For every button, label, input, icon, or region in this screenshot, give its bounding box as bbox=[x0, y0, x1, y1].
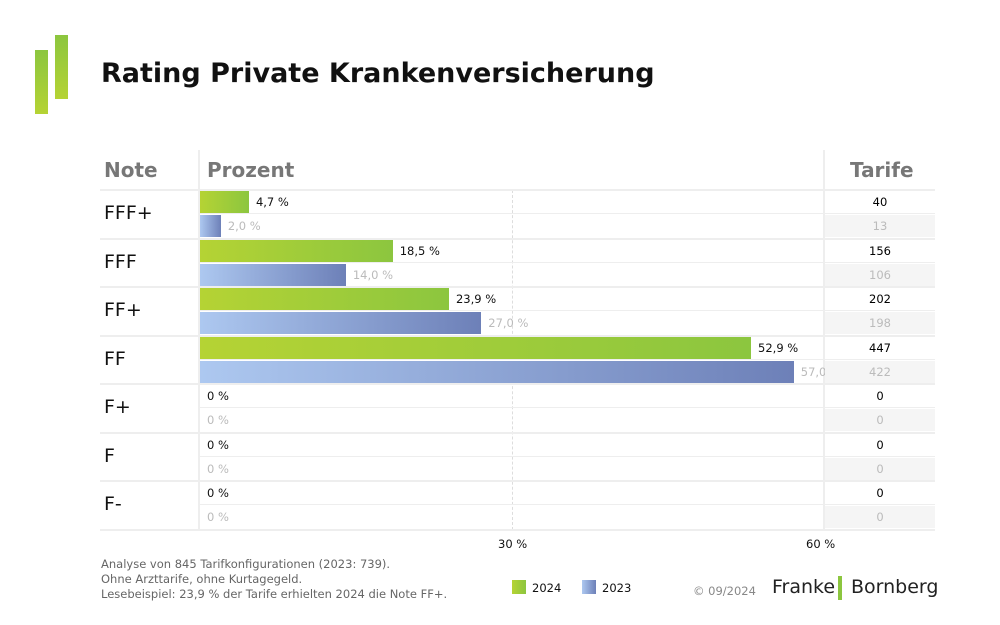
data-label: 27,0 % bbox=[488, 316, 529, 330]
rating-label: FFF+ bbox=[104, 202, 153, 224]
group-separator bbox=[100, 286, 935, 288]
group-separator bbox=[100, 528, 935, 531]
brand-right: Bornberg bbox=[851, 576, 939, 598]
rating-label: F bbox=[104, 444, 115, 467]
header-prozent: Prozent bbox=[207, 158, 295, 182]
bar-2024 bbox=[200, 336, 752, 359]
copyright: © 09/2024 bbox=[693, 584, 756, 598]
rating-label: FFF bbox=[104, 250, 137, 273]
row-separator bbox=[200, 407, 935, 408]
x-tick: 60 % bbox=[806, 537, 836, 551]
tarife-count: 0 bbox=[876, 486, 884, 500]
tarife-count: 13 bbox=[825, 215, 935, 237]
tarife-count: 0 bbox=[825, 506, 935, 528]
data-label: 2,0 % bbox=[227, 219, 261, 233]
row-separator bbox=[200, 213, 935, 214]
legend-label: 2024 bbox=[532, 581, 562, 595]
x-tick: 30 % bbox=[498, 537, 528, 551]
tarife-count: 106 bbox=[825, 263, 935, 286]
row-separator bbox=[200, 358, 935, 360]
row-separator bbox=[200, 504, 935, 505]
bar-2024 bbox=[200, 191, 249, 213]
tarife-count: 0 bbox=[825, 457, 935, 480]
legend-swatch-2023 bbox=[582, 580, 596, 594]
data-label: 0 % bbox=[207, 461, 229, 476]
tarife-count: 0 bbox=[876, 389, 884, 403]
group-separator bbox=[100, 334, 935, 337]
rating-label: FF bbox=[104, 347, 126, 370]
data-label: 14,0 % bbox=[352, 267, 394, 282]
footnote: Ohne Arzttarife, ohne Kurtagegeld. bbox=[101, 572, 303, 586]
data-label: 0 % bbox=[207, 437, 229, 452]
logo-bar bbox=[55, 35, 68, 99]
bar-2023 bbox=[200, 215, 221, 237]
header-tarife: Tarife bbox=[850, 158, 914, 182]
rating-label: F- bbox=[104, 493, 122, 515]
tarife-count: 40 bbox=[872, 195, 888, 209]
tarife-count: 198 bbox=[825, 312, 935, 334]
data-label: 0 % bbox=[207, 413, 229, 427]
tarife-count: 0 bbox=[825, 409, 935, 431]
legend-swatch-2024 bbox=[512, 580, 526, 594]
data-label: 18,5 % bbox=[399, 243, 440, 258]
rating-label: F+ bbox=[104, 396, 131, 418]
header-note: Note bbox=[104, 158, 158, 182]
footnote: Lesebeispiel: 23,9 % der Tarife erhielte… bbox=[101, 587, 448, 601]
row-separator bbox=[200, 310, 935, 311]
data-label: 4,7 % bbox=[255, 195, 289, 209]
gridline-30 bbox=[512, 190, 513, 530]
brand-left: Franke bbox=[772, 576, 836, 598]
group-separator bbox=[100, 189, 935, 191]
bar-2023 bbox=[200, 312, 482, 334]
group-separator bbox=[100, 237, 935, 240]
page-title: Rating Private Krankenversicherung bbox=[101, 58, 655, 89]
row-separator bbox=[200, 455, 935, 457]
logo-bar bbox=[35, 50, 48, 114]
rating-label: FF+ bbox=[104, 299, 142, 321]
tarife-count: 0 bbox=[876, 437, 884, 452]
group-separator bbox=[100, 480, 935, 482]
bar-2023 bbox=[200, 360, 794, 383]
legend-label: 2023 bbox=[602, 581, 632, 595]
tarife-count: 202 bbox=[869, 292, 891, 306]
tarife-count: 156 bbox=[869, 243, 891, 258]
bar-2024 bbox=[200, 288, 449, 310]
brand-logo-mark bbox=[838, 576, 842, 600]
divider bbox=[198, 150, 200, 530]
row-separator bbox=[200, 261, 935, 263]
bar-2023 bbox=[200, 263, 346, 286]
data-label: 23,9 % bbox=[455, 292, 497, 306]
bar-2024 bbox=[200, 239, 393, 262]
tarife-count: 447 bbox=[869, 340, 891, 355]
group-separator bbox=[100, 383, 935, 385]
data-label: 52,9 % bbox=[758, 340, 799, 355]
data-label: 0 % bbox=[207, 389, 229, 403]
group-separator bbox=[100, 431, 935, 434]
tarife-count: 422 bbox=[825, 360, 935, 383]
divider bbox=[823, 150, 825, 530]
data-label: 0 % bbox=[207, 510, 229, 524]
data-label: 0 % bbox=[207, 486, 229, 500]
footnote: Analyse von 845 Tarifkonfigurationen (20… bbox=[101, 557, 391, 571]
